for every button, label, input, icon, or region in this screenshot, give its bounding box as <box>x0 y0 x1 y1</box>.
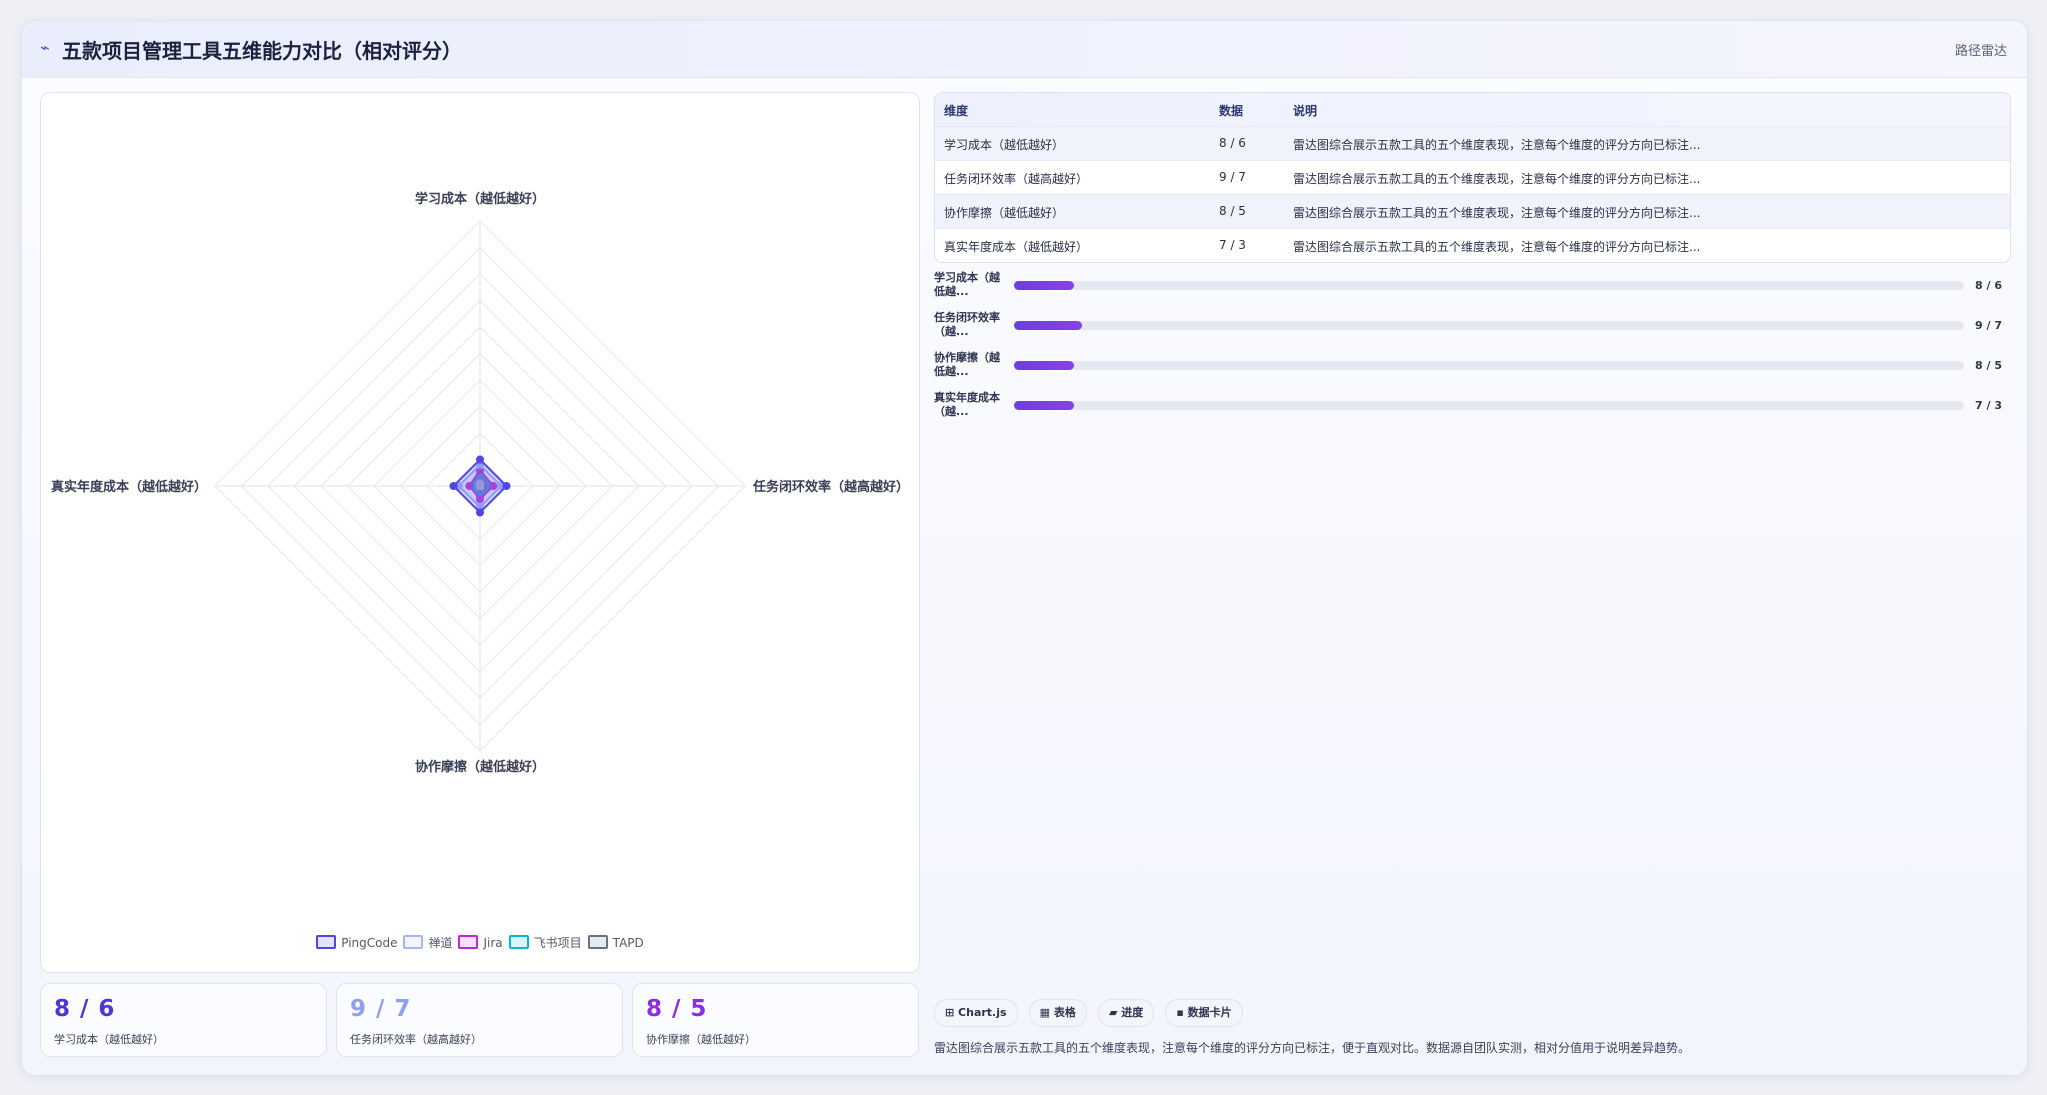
radar-point[interactable] <box>502 482 511 490</box>
data-table: 维度 数据 说明 学习成本（越低越好） 8 / 6 雷达图综合展示五款工具的五个… <box>934 92 2011 263</box>
progress-fill <box>1014 281 1074 290</box>
table-cell: 协作摩擦（越低越好） <box>944 206 1065 220</box>
progress-track <box>1014 361 1964 370</box>
legend-item[interactable]: PingCode <box>316 935 397 950</box>
legend-swatch <box>403 935 424 949</box>
view-chips: ⊞ Chart.js ▦ 表格 ▰ 进度 ▪ 数据卡片 <box>934 999 1249 1027</box>
chip-data-cards[interactable]: ▪ 数据卡片 <box>1165 999 1243 1027</box>
stat-card-learning: 8 / 6 学习成本（越低越好） <box>40 983 327 1057</box>
stat-label: 学习成本（越低越好） <box>54 1033 164 1046</box>
progress-track <box>1014 281 1964 290</box>
progress-label: 真实年度成本（越... <box>934 391 1000 418</box>
stat-value: 8 / 6 <box>54 996 116 1022</box>
legend-label: 禅道 <box>428 936 453 950</box>
table-cell: 真实年度成本（越低越好） <box>944 240 1089 254</box>
stat-label: 任务闭环效率（越高越好） <box>350 1033 482 1046</box>
chip-progress[interactable]: ▰ 进度 <box>1097 999 1155 1027</box>
legend-item[interactable]: 禅道 <box>403 934 452 951</box>
legend-label: PingCode <box>341 936 398 950</box>
column-header-dimension: 维度 <box>944 104 969 118</box>
progress-value: 9 / 7 <box>1975 319 2002 332</box>
chart-legend: PingCode 禅道 Jira 飞书项目 TAPD <box>41 934 919 951</box>
progress-track <box>1014 401 1964 410</box>
legend-item[interactable]: Jira <box>458 935 503 950</box>
column-header-data: 数据 <box>1219 104 1244 118</box>
table-row: 协作摩擦（越低越好） 8 / 5 雷达图综合展示五款工具的五个维度表现，注意每个… <box>935 194 2010 228</box>
progress-label: 任务闭环效率（越... <box>934 311 1000 338</box>
table-cell: 9 / 7 <box>1219 170 1246 184</box>
stat-value: 8 / 5 <box>646 996 708 1022</box>
view-mode-link[interactable]: 路径雷达 <box>1954 44 2007 59</box>
progress-label: 学习成本（越低越... <box>934 271 1000 298</box>
stat-card-efficiency: 9 / 7 任务闭环效率（越高越好） <box>336 983 623 1057</box>
legend-item[interactable]: 飞书项目 <box>508 934 582 951</box>
table-row: 学习成本（越低越好） 8 / 6 雷达图综合展示五款工具的五个维度表现，注意每个… <box>935 126 2010 160</box>
table-cell: 任务闭环效率（越高越好） <box>944 172 1089 186</box>
chart-note: 雷达图综合展示五款工具的五个维度表现，注意每个维度的评分方向已标注，便于直观对比… <box>934 1041 1691 1055</box>
radar-point[interactable] <box>489 482 498 490</box>
table-cell: 雷达图综合展示五款工具的五个维度表现，注意每个维度的评分方向已标注... <box>1293 172 1701 186</box>
table-cell: 7 / 3 <box>1219 238 1246 252</box>
legend-label: 飞书项目 <box>533 936 582 950</box>
progress-value: 8 / 6 <box>1975 279 2002 292</box>
legend-item[interactable]: TAPD <box>587 935 644 950</box>
radar-axis-label: 真实年度成本（越低越好） <box>51 479 207 495</box>
stat-card-friction: 8 / 5 协作摩擦（越低越好） <box>632 983 919 1057</box>
radar-chart-panel: 学习成本（越低越好） 任务闭环效率（越高越好） 协作摩擦（越低越好） 真实年度成本（越… <box>40 92 920 973</box>
table-cell: 雷达图综合展示五款工具的五个维度表现，注意每个维度的评分方向已标注... <box>1293 240 1701 254</box>
radar-point[interactable] <box>465 482 474 490</box>
legend-label: Jira <box>483 936 503 950</box>
column-header-note: 说明 <box>1293 104 1318 118</box>
progress-row-annual-cost: 真实年度成本（越... 7 / 3 <box>934 391 2009 423</box>
radar-point[interactable] <box>476 495 484 504</box>
stat-label: 协作摩擦（越低越好） <box>646 1033 756 1046</box>
progress-value: 8 / 5 <box>1975 359 2002 372</box>
page-title: 五款项目管理工具五维能力对比（相对评分） <box>62 39 462 63</box>
table-header-row: 维度 数据 说明 <box>935 93 2010 126</box>
radar-axis-label: 协作摩擦（越低越好） <box>415 759 545 775</box>
table-cell: 8 / 5 <box>1219 204 1246 218</box>
progress-label: 协作摩擦（越低越... <box>934 351 1000 378</box>
table-cell: 学习成本（越低越好） <box>944 138 1065 152</box>
progress-fill <box>1014 321 1083 330</box>
radar-chart: 学习成本（越低越好） 任务闭环效率（越高越好） 协作摩擦（越低越好） 真实年度成本（越… <box>51 191 909 775</box>
table-cell: 雷达图综合展示五款工具的五个维度表现，注意每个维度的评分方向已标注... <box>1293 206 1701 220</box>
stat-value: 9 / 7 <box>350 996 412 1022</box>
radar-axis-label: 任务闭环效率（越高越好） <box>752 479 909 495</box>
radar-axis-label: 学习成本（越低越好） <box>415 191 545 207</box>
legend-swatch <box>458 935 479 949</box>
progress-fill <box>1014 401 1074 410</box>
dashboard-card: ⌁ 五款项目管理工具五维能力对比（相对评分） 路径雷达 学习成本（越低越好） 任务… <box>21 20 2028 1076</box>
chip-chartjs[interactable]: ⊞ Chart.js <box>934 999 1018 1027</box>
chart-icon: ⌁ <box>40 38 50 57</box>
radar-point[interactable] <box>449 482 458 490</box>
progress-row-efficiency: 任务闭环效率（越... 9 / 7 <box>934 311 2009 343</box>
table-cell: 8 / 6 <box>1219 136 1246 150</box>
legend-swatch <box>508 935 529 949</box>
legend-swatch <box>316 935 337 949</box>
chip-table[interactable]: ▦ 表格 <box>1028 999 1087 1027</box>
radar-point[interactable] <box>476 455 484 464</box>
radar-point[interactable] <box>476 508 484 517</box>
legend-label: TAPD <box>612 936 644 950</box>
table-row: 任务闭环效率（越高越好） 9 / 7 雷达图综合展示五款工具的五个维度表现，注意… <box>935 160 2010 194</box>
table-cell: 雷达图综合展示五款工具的五个维度表现，注意每个维度的评分方向已标注... <box>1293 138 1701 152</box>
progress-row-friction: 协作摩擦（越低越... 8 / 5 <box>934 351 2009 383</box>
progress-track <box>1014 321 1964 330</box>
radar-series-area <box>452 458 508 514</box>
progress-value: 7 / 3 <box>1975 399 2002 412</box>
header: ⌁ 五款项目管理工具五维能力对比（相对评分） 路径雷达 <box>22 21 2027 78</box>
legend-swatch <box>587 935 608 949</box>
progress-row-learning: 学习成本（越低越... 8 / 6 <box>934 271 2009 303</box>
progress-fill <box>1014 361 1074 370</box>
table-row: 真实年度成本（越低越好） 7 / 3 雷达图综合展示五款工具的五个维度表现，注意… <box>935 228 2010 262</box>
